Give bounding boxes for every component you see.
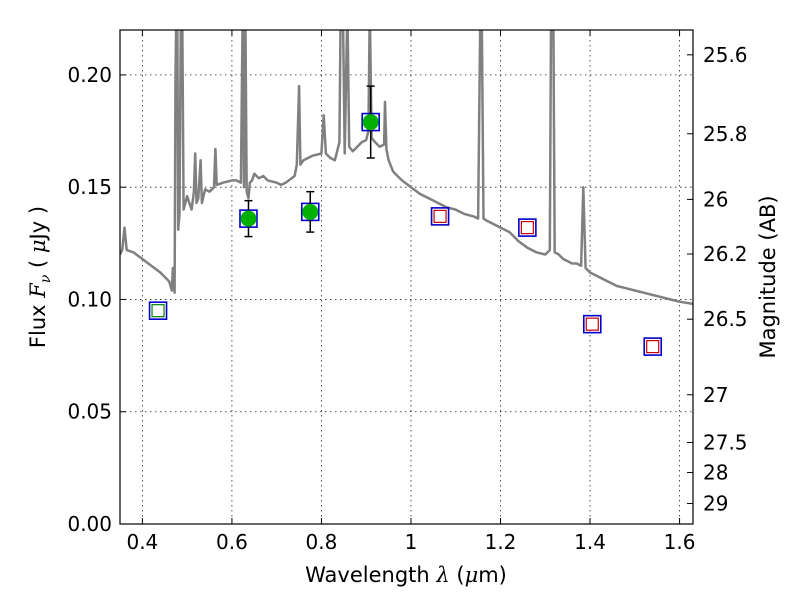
y2-axis-label: Magnitude (AB) [756, 195, 780, 358]
tick-labels: 0.4 0.6 0.8 1 1.2 1.4 1.6 0.00 0.05 0.10 0.15 0.20 2… [67, 43, 747, 554]
model-photometry-inner [585, 317, 599, 331]
model-spectrum-layer [120, 30, 693, 306]
x-tick-label: 1.2 [485, 530, 517, 554]
axis-ticks [120, 30, 693, 525]
x-tick-label: 0.6 [216, 530, 248, 554]
x-tick-label: 1 [405, 530, 418, 554]
plot-frame [119, 29, 694, 525]
mag-tick-label: 27.5 [703, 430, 748, 454]
model-photometry-box [430, 207, 450, 226]
mag-tick-label: 26 [703, 187, 728, 211]
mag-tick-label: 25.8 [703, 122, 748, 146]
plot-background [120, 30, 693, 524]
y-tick-label: 0.20 [67, 63, 112, 87]
x-axis-label: Wavelength λ (μm) [305, 563, 507, 587]
mag-tick-label: 28 [703, 461, 728, 485]
model-photometry-inner [520, 221, 534, 235]
observed-point [302, 203, 319, 220]
mag-tick-label: 26.5 [703, 307, 748, 331]
x-tick-label: 1.4 [574, 530, 606, 554]
model-photometry-inner [433, 209, 447, 223]
observed-photometry-layer [240, 85, 379, 238]
y-axis-label: Flux Fν ( μJy ) [26, 206, 54, 348]
model-photometry-box [148, 301, 168, 320]
observed-point [362, 114, 379, 131]
y-tick-label: 0.05 [67, 400, 112, 424]
x-tick-label: 1.6 [664, 530, 696, 554]
mag-tick-label: 27 [703, 383, 728, 407]
model-photometry-box [643, 337, 663, 356]
mag-tick-label: 26.2 [703, 242, 748, 266]
grid [120, 30, 693, 524]
y-tick-label: 0.10 [67, 287, 112, 311]
mag-tick-label: 29 [703, 492, 728, 516]
y-tick-label: 0.00 [67, 512, 112, 536]
model-photometry-inner [151, 304, 165, 318]
mag-tick-label: 25.6 [703, 43, 748, 67]
x-tick-label: 0.8 [306, 530, 338, 554]
model-photometry-box [582, 314, 602, 334]
observed-point [240, 210, 257, 227]
x-tick-label: 0.4 [126, 530, 158, 554]
model-photometry-inner [646, 340, 660, 354]
model-photometry-box [518, 218, 537, 237]
y-tick-label: 0.15 [67, 175, 112, 199]
model-spectrum-line [120, 30, 693, 306]
